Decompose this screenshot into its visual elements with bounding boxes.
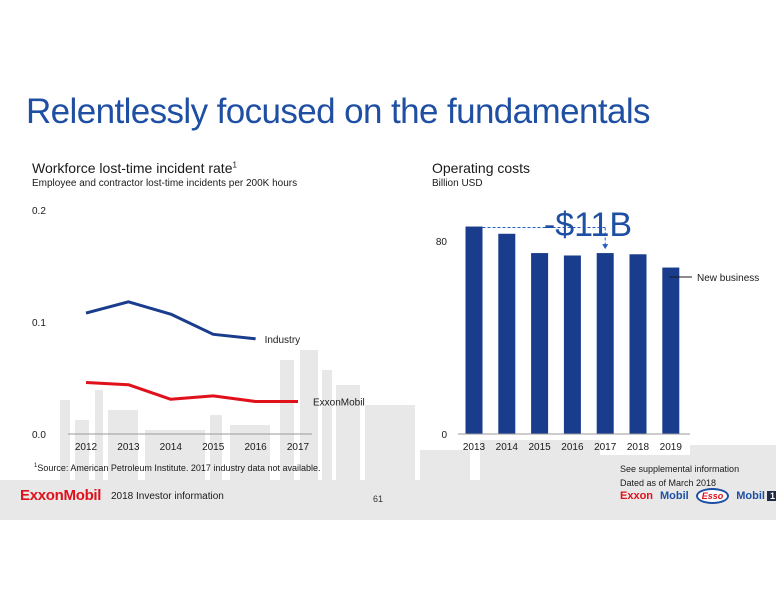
bar-2013	[465, 226, 483, 434]
supplemental-note: See supplemental information Dated as of…	[620, 462, 739, 490]
bar-2016	[563, 255, 581, 434]
right-x-tick-label: 2019	[660, 442, 683, 453]
mobil1-logo-number: 1	[766, 491, 776, 501]
mobil1-logo: Mobil 1	[736, 490, 776, 502]
esso-logo: Esso	[695, 488, 730, 504]
brand-logos: Exxon Mobil Esso Mobil 1	[620, 488, 776, 504]
series-label-exxonmobil: ExxonMobil	[313, 398, 365, 409]
left-x-tick-label: 2015	[202, 442, 225, 453]
right-x-tick-label: 2016	[561, 442, 584, 453]
footnote-text: Source: American Petroleum Institute. 20…	[37, 463, 321, 473]
left-x-tick-label: 2013	[117, 442, 140, 453]
callout-value: -$11B	[544, 206, 632, 244]
left-x-tick-label: 2017	[287, 442, 310, 453]
mobil1-logo-text: Mobil	[736, 490, 765, 502]
footnote-mark: 1	[34, 463, 38, 469]
right-x-tick-label: 2015	[528, 442, 551, 453]
left-x-tick-label: 2016	[244, 442, 267, 453]
left-y-tick-label: 0.1	[32, 318, 46, 329]
right-y-tick-label: 0	[441, 430, 447, 441]
left-chart-subtitle: Employee and contractor lost-time incide…	[32, 178, 298, 189]
mobil-logo: Mobil	[660, 490, 689, 502]
left-y-tick-label: 0.0	[32, 430, 46, 441]
left-x-tick-label: 2012	[75, 442, 98, 453]
supplemental-line-2: Dated as of March 2018	[620, 478, 717, 488]
right-chart-subtitle: Billion USD	[432, 178, 483, 189]
left-chart-title: Workforce lost-time incident rate1	[32, 160, 297, 176]
series-line-exxonmobil	[85, 380, 298, 404]
right-chart-header: Operating costs Billion USD	[432, 160, 530, 189]
right-x-tick-label: 2017	[594, 442, 617, 453]
footnote: 1Source: American Petroleum Institute. 2…	[34, 463, 321, 473]
bar-2017	[596, 253, 614, 434]
left-chart-title-footnote-mark: 1	[232, 160, 237, 170]
right-x-tick-label: 2013	[463, 442, 486, 453]
right-chart-title: Operating costs	[432, 160, 531, 176]
left-y-tick-label: 0.2	[32, 206, 46, 217]
bar-2018	[629, 254, 647, 434]
callout-arrowhead	[602, 244, 609, 250]
exxonmobil-logo: ExxonMobil	[20, 487, 102, 504]
left-x-tick-label: 2014	[160, 442, 183, 453]
left-chart-header: Workforce lost-time incident rate1 Emplo…	[32, 160, 297, 189]
right-y-tick-label: 80	[436, 237, 448, 248]
page-number: 61	[373, 494, 384, 504]
bar-2019	[662, 267, 680, 434]
new-business-legend-label: New business	[697, 273, 759, 284]
series-line-industry	[85, 300, 256, 341]
right-x-tick-label: 2014	[496, 442, 519, 453]
bar-2015	[531, 253, 549, 434]
bar-2014	[498, 233, 516, 434]
left-chart-title-text: Workforce lost-time incident rate	[32, 160, 233, 176]
series-label-industry: Industry	[265, 335, 301, 346]
footer-text: 2018 Investor information	[111, 491, 224, 502]
supplemental-line-1: See supplemental information	[620, 464, 740, 474]
exxon-logo: Exxon	[620, 490, 654, 502]
page-title: Relentlessly focused on the fundamentals	[26, 92, 651, 131]
right-x-tick-label: 2018	[627, 442, 650, 453]
industrial-background-art	[0, 350, 776, 520]
